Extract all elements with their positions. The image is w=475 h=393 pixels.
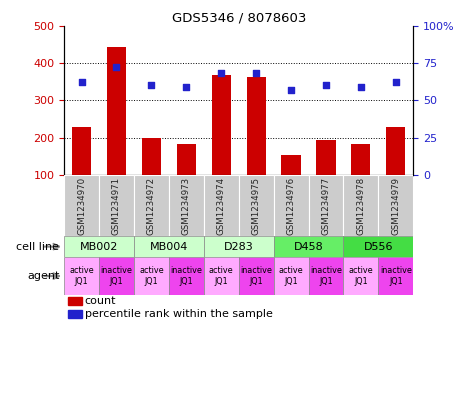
Text: percentile rank within the sample: percentile rank within the sample bbox=[85, 309, 273, 319]
Point bbox=[113, 64, 120, 70]
Bar bbox=[134, 236, 204, 257]
Bar bbox=[142, 138, 161, 175]
Text: inactive
JQ1: inactive JQ1 bbox=[101, 266, 133, 286]
Point bbox=[182, 84, 190, 90]
Bar bbox=[282, 156, 301, 175]
Bar bbox=[238, 175, 274, 236]
Point bbox=[392, 79, 399, 85]
Bar bbox=[99, 175, 134, 236]
Text: GSM1234978: GSM1234978 bbox=[356, 177, 365, 235]
Bar bbox=[107, 47, 126, 175]
Bar bbox=[99, 257, 134, 295]
Text: active
JQ1: active JQ1 bbox=[349, 266, 373, 286]
Bar bbox=[204, 175, 238, 236]
Text: cell line: cell line bbox=[16, 242, 59, 252]
Bar bbox=[64, 257, 99, 295]
Point bbox=[78, 79, 86, 85]
Text: agent: agent bbox=[27, 271, 59, 281]
Bar bbox=[379, 175, 413, 236]
Point bbox=[322, 82, 330, 88]
Text: D283: D283 bbox=[224, 242, 254, 252]
Text: GSM1234979: GSM1234979 bbox=[391, 177, 400, 235]
Text: D556: D556 bbox=[363, 242, 393, 252]
Text: GSM1234970: GSM1234970 bbox=[77, 177, 86, 235]
Bar bbox=[204, 236, 274, 257]
Bar bbox=[247, 77, 266, 175]
Bar bbox=[309, 175, 343, 236]
Text: inactive
JQ1: inactive JQ1 bbox=[171, 266, 202, 286]
Text: GSM1234973: GSM1234973 bbox=[182, 177, 191, 235]
Text: D458: D458 bbox=[294, 242, 323, 252]
Bar bbox=[169, 257, 204, 295]
Bar bbox=[309, 257, 343, 295]
Text: inactive
JQ1: inactive JQ1 bbox=[380, 266, 412, 286]
Text: count: count bbox=[85, 296, 116, 306]
Text: GSM1234977: GSM1234977 bbox=[322, 177, 331, 235]
Text: active
JQ1: active JQ1 bbox=[209, 266, 234, 286]
Bar bbox=[67, 297, 82, 305]
Text: GSM1234976: GSM1234976 bbox=[286, 177, 295, 235]
Bar bbox=[343, 257, 379, 295]
Bar bbox=[169, 175, 204, 236]
Bar bbox=[316, 140, 335, 175]
Text: active
JQ1: active JQ1 bbox=[69, 266, 94, 286]
Text: active
JQ1: active JQ1 bbox=[139, 266, 164, 286]
Point bbox=[148, 82, 155, 88]
Bar bbox=[64, 236, 134, 257]
Text: GSM1234972: GSM1234972 bbox=[147, 177, 156, 235]
Bar bbox=[238, 257, 274, 295]
Text: GSM1234971: GSM1234971 bbox=[112, 177, 121, 235]
Bar bbox=[274, 257, 309, 295]
Bar bbox=[343, 236, 413, 257]
Bar bbox=[386, 127, 405, 175]
Bar bbox=[134, 175, 169, 236]
Bar bbox=[379, 257, 413, 295]
Bar bbox=[352, 144, 370, 175]
Bar bbox=[274, 236, 343, 257]
Bar bbox=[212, 75, 231, 175]
Bar bbox=[343, 175, 379, 236]
Text: GSM1234974: GSM1234974 bbox=[217, 177, 226, 235]
Bar bbox=[64, 175, 99, 236]
Bar bbox=[204, 257, 238, 295]
Text: MB004: MB004 bbox=[150, 242, 188, 252]
Bar bbox=[67, 310, 82, 318]
Point bbox=[357, 84, 365, 90]
Bar bbox=[134, 257, 169, 295]
Bar bbox=[72, 127, 91, 175]
Title: GDS5346 / 8078603: GDS5346 / 8078603 bbox=[171, 11, 306, 24]
Text: inactive
JQ1: inactive JQ1 bbox=[240, 266, 272, 286]
Point bbox=[252, 70, 260, 77]
Text: inactive
JQ1: inactive JQ1 bbox=[310, 266, 342, 286]
Bar bbox=[274, 175, 309, 236]
Bar bbox=[177, 144, 196, 175]
Point bbox=[218, 70, 225, 77]
Point bbox=[287, 86, 295, 93]
Text: GSM1234975: GSM1234975 bbox=[252, 177, 261, 235]
Text: active
JQ1: active JQ1 bbox=[279, 266, 304, 286]
Text: MB002: MB002 bbox=[80, 242, 118, 252]
